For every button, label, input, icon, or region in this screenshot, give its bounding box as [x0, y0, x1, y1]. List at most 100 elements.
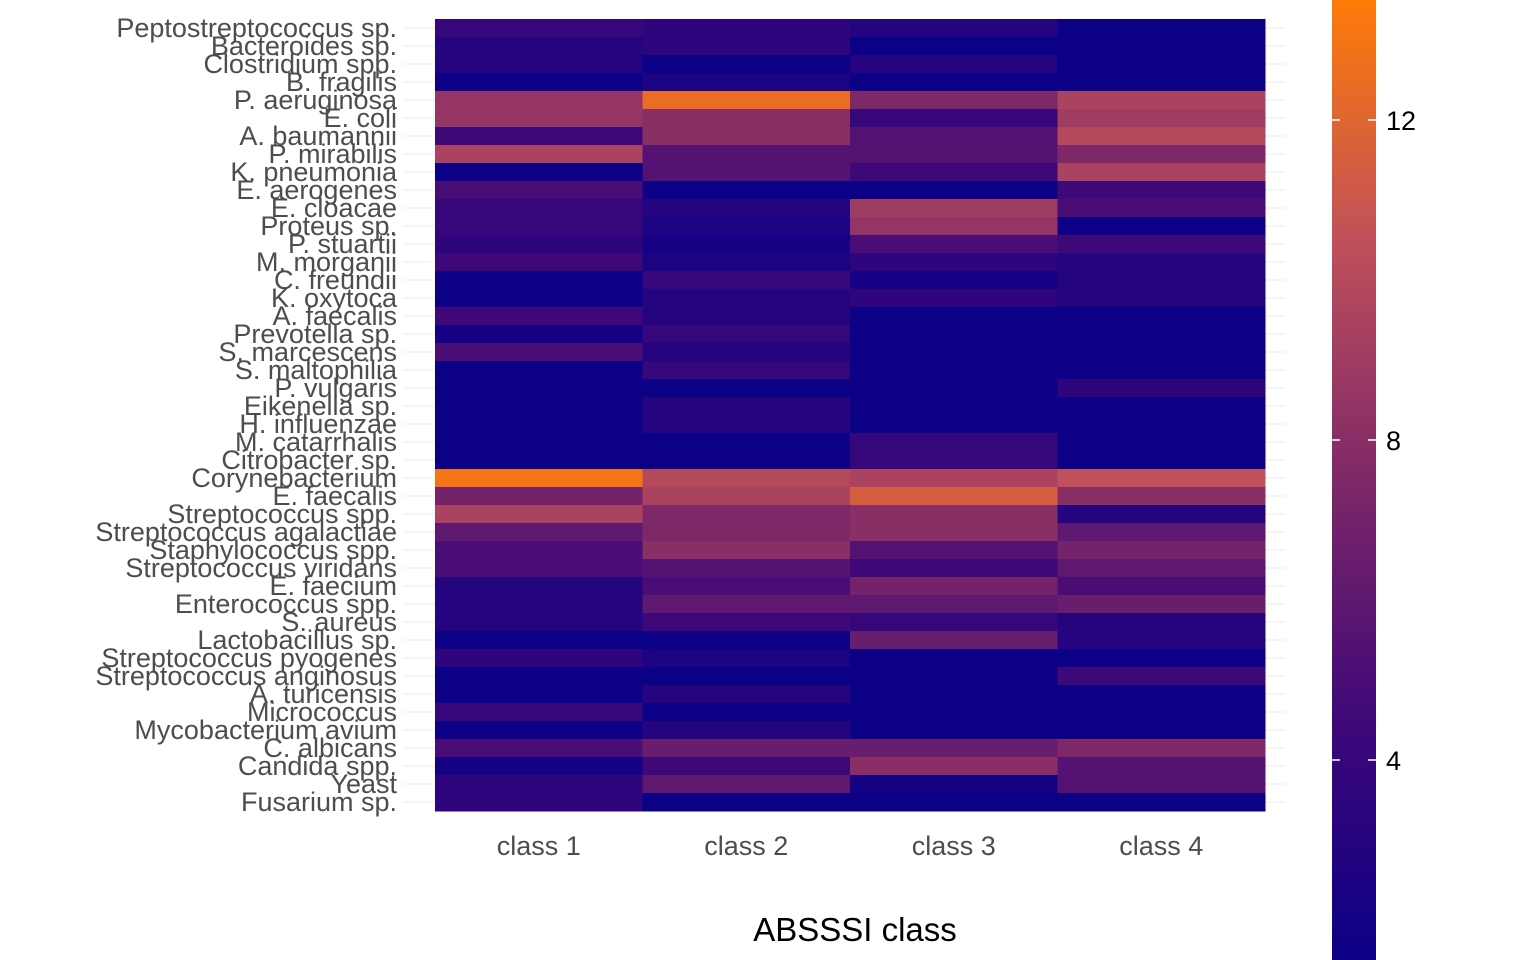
heatmap-cell — [642, 685, 851, 704]
heatmap-cell — [435, 595, 643, 614]
heatmap-cell — [1057, 109, 1266, 128]
heatmap-cell — [1057, 757, 1266, 776]
heatmap-cell — [642, 631, 851, 650]
heatmap-cell — [850, 109, 1058, 128]
heatmap-cell — [1057, 397, 1266, 416]
heatmap-cell — [1057, 775, 1266, 794]
heatmap-cell — [850, 343, 1058, 362]
heatmap-cell — [642, 793, 851, 812]
heatmap-cell — [1057, 199, 1266, 218]
y-tick-label: Corynebacterium — [191, 463, 397, 493]
x-tick-label: class 2 — [704, 831, 788, 861]
heatmap-cell — [642, 325, 851, 344]
heatmap-cell — [642, 217, 851, 236]
heatmap-cell — [435, 703, 643, 722]
y-axis-tick-labels: Peptostreptococcus sp.Bacteroides sp.Clo… — [95, 13, 398, 817]
y-tick-label: S. marcescens — [218, 337, 397, 367]
y-tick-label: P. mirabilis — [268, 139, 397, 169]
heatmap-cell — [642, 541, 851, 560]
heatmap-cell — [435, 541, 643, 560]
y-tick-label: B. fragilis — [286, 67, 397, 97]
heatmap-cell — [850, 199, 1058, 218]
heatmap-cell — [850, 667, 1058, 686]
heatmap-cell — [850, 307, 1058, 326]
heatmap-cell — [642, 253, 851, 272]
heatmap-cell — [850, 289, 1058, 308]
heatmap-cell — [850, 757, 1058, 776]
heatmap-cell — [1057, 91, 1266, 110]
y-tick-label: P. vulgaris — [274, 373, 397, 403]
y-tick-label: Lactobacillus sp. — [197, 625, 397, 655]
heatmap-cell — [850, 325, 1058, 344]
heatmap-cell — [642, 721, 851, 740]
heatmap-cell — [435, 523, 643, 542]
heatmap-cell — [850, 19, 1058, 38]
y-tick-label: Streptococcus viridans — [125, 553, 397, 583]
colorbar-tick-label: 12 — [1386, 106, 1416, 136]
heatmap-cell — [850, 685, 1058, 704]
heatmap-cell — [1057, 541, 1266, 560]
y-tick-label: Streptococcus anginosus — [95, 661, 397, 691]
heatmap-cells — [435, 19, 1266, 812]
heatmap-cell — [642, 235, 851, 254]
heatmap-cell — [1057, 37, 1266, 56]
x-tick-label: class 1 — [497, 831, 581, 861]
heatmap-cell — [435, 649, 643, 668]
heatmap-cell — [850, 541, 1058, 560]
heatmap-cell — [435, 469, 643, 488]
heatmap-cell — [642, 289, 851, 308]
heatmap-cell — [850, 127, 1058, 146]
heatmap-cell — [435, 667, 643, 686]
heatmap-cell — [850, 397, 1058, 416]
heatmap-cell — [435, 325, 643, 344]
y-tick-label: Micrococcus — [247, 697, 397, 727]
heatmap-cell — [1057, 361, 1266, 380]
heatmap-cell — [850, 793, 1058, 812]
heatmap-cell — [1057, 595, 1266, 614]
heatmap-cell — [642, 577, 851, 596]
heatmap-cell — [850, 559, 1058, 578]
x-tick-label: class 3 — [912, 831, 996, 861]
heatmap-cell — [642, 505, 851, 524]
y-tick-label: Fusarium sp. — [241, 787, 397, 817]
heatmap-cell — [642, 19, 851, 38]
heatmap-cell — [642, 37, 851, 56]
heatmap-cell — [1057, 739, 1266, 758]
heatmap-cell — [435, 577, 643, 596]
heatmap-cell — [1057, 667, 1266, 686]
y-tick-label: S. maltophilia — [235, 355, 398, 385]
heatmap-cell — [1057, 271, 1266, 290]
heatmap-cell — [1057, 433, 1266, 452]
heatmap-cell — [642, 559, 851, 578]
heatmap-cell — [1057, 343, 1266, 362]
heatmap-cell — [850, 181, 1058, 200]
heatmap-cell — [1057, 163, 1266, 182]
heatmap-cell — [1057, 325, 1266, 344]
colorbar-ticks: 4 8 12 — [1332, 106, 1416, 776]
heatmap-cell — [850, 703, 1058, 722]
heatmap-cell — [1057, 127, 1266, 146]
colorbar — [1332, 0, 1376, 960]
heatmap-cell — [850, 487, 1058, 506]
heatmap-cell — [642, 199, 851, 218]
heatmap-cell — [435, 757, 643, 776]
heatmap-cell — [850, 361, 1058, 380]
heatmap-cell — [1057, 487, 1266, 506]
heatmap-cell — [642, 649, 851, 668]
heatmap-cell — [435, 73, 643, 92]
heatmap-cell — [642, 145, 851, 164]
heatmap-cell — [850, 55, 1058, 74]
heatmap-cell — [1057, 19, 1266, 38]
heatmap-cell — [850, 379, 1058, 398]
heatmap-cell — [850, 217, 1058, 236]
y-tick-label: Yeast — [330, 769, 397, 799]
y-tick-label: E. faecalis — [272, 481, 397, 511]
y-tick-label: Streptococcus spp. — [167, 499, 397, 529]
heatmap-cell — [435, 145, 643, 164]
heatmap-cell — [435, 55, 643, 74]
heatmap-cell — [642, 307, 851, 326]
heatmap-cell — [642, 73, 851, 92]
y-tick-label: Staphylococcus spp. — [149, 535, 397, 565]
y-tick-label: Bacteroides sp. — [211, 31, 397, 61]
heatmap-cell — [435, 721, 643, 740]
